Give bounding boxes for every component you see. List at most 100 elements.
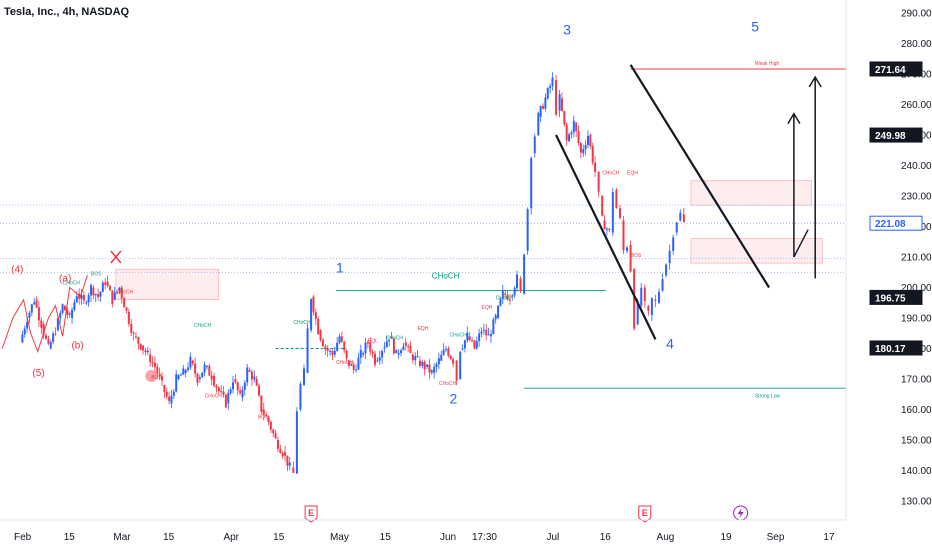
candle <box>433 363 436 379</box>
candle-body <box>497 305 500 318</box>
candle <box>530 156 533 215</box>
candle-body <box>326 348 329 351</box>
candle <box>549 83 552 94</box>
candle <box>364 337 367 360</box>
candle <box>499 297 502 307</box>
candle <box>402 343 405 351</box>
candle-body <box>97 294 100 298</box>
candle-body <box>643 287 646 302</box>
candle-body <box>466 332 469 341</box>
candle <box>350 362 353 367</box>
candle <box>551 72 554 91</box>
candle-body <box>255 379 258 386</box>
candle-body <box>106 281 109 286</box>
candle-body <box>137 337 140 344</box>
candle <box>643 284 646 308</box>
candle <box>179 372 182 376</box>
candle <box>468 332 471 342</box>
candle-body <box>184 369 187 373</box>
price-tag-text: 196.75 <box>875 293 906 304</box>
candle-body <box>501 290 504 299</box>
candle <box>68 311 71 318</box>
candle <box>113 286 116 301</box>
elliott-zigzag-left <box>1 275 88 354</box>
candle-body <box>601 196 604 216</box>
candle <box>418 356 421 368</box>
candle-body <box>142 345 145 351</box>
candle <box>555 75 558 117</box>
candle-body <box>175 374 178 392</box>
candle <box>511 294 514 301</box>
candle-body <box>633 269 636 329</box>
candle-body <box>61 304 64 313</box>
candle <box>236 381 239 396</box>
candle-body <box>52 333 55 342</box>
candle <box>146 347 149 355</box>
candle <box>52 331 55 345</box>
candle-body <box>189 356 192 368</box>
candle <box>633 267 636 331</box>
x-tick-label: 15 <box>380 532 392 543</box>
candle-body <box>118 287 121 292</box>
price-tag-box <box>869 289 923 305</box>
candle-body <box>191 360 194 364</box>
candle-body <box>87 295 90 303</box>
price-tag: 271.64 <box>869 61 923 77</box>
candle-body <box>340 336 343 342</box>
candle <box>563 110 566 127</box>
candle-body <box>314 312 317 319</box>
candle-body <box>284 452 287 456</box>
candle-body <box>672 237 675 251</box>
candle <box>71 306 74 324</box>
candle-body <box>63 305 66 311</box>
candle-body <box>388 339 391 342</box>
projection-drop <box>793 229 809 258</box>
candle-body <box>575 122 578 132</box>
candle-body <box>161 376 163 381</box>
candle-body <box>165 391 168 397</box>
candle <box>352 361 355 374</box>
candle <box>336 336 339 352</box>
candle-body <box>220 391 223 393</box>
candle <box>374 350 376 368</box>
candle <box>539 105 542 123</box>
structure-annotation: EQH <box>627 171 638 177</box>
candle-body <box>485 329 488 336</box>
candle-body <box>516 274 518 289</box>
candle-body <box>310 299 313 331</box>
y-tick-label: 280.00 <box>901 39 932 50</box>
y-tick-label: 140.00 <box>901 466 932 477</box>
wave-label-left: (4) <box>11 264 23 275</box>
candle-body <box>132 332 135 334</box>
x-tick-label: Feb <box>14 532 32 543</box>
candle <box>570 130 573 139</box>
candle-body <box>400 350 403 354</box>
x-tick-label: Jul <box>547 532 560 543</box>
x-tick-label: Apr <box>223 532 239 543</box>
price-tag: 196.75 <box>869 289 923 305</box>
candle <box>274 429 277 440</box>
candle-body <box>213 375 216 386</box>
candle-body <box>511 295 514 297</box>
candle <box>272 428 275 438</box>
candle <box>473 339 476 350</box>
x-tick-label: 19 <box>720 532 732 543</box>
price-tag-box <box>869 127 923 143</box>
candle-body <box>577 131 580 144</box>
candle <box>177 374 180 381</box>
structure-annotation: Strong Low <box>755 393 781 399</box>
candle-body <box>144 350 147 353</box>
candle-body <box>494 315 497 320</box>
candle <box>668 244 671 270</box>
candle-body <box>80 295 83 299</box>
candle <box>654 294 657 308</box>
candle-body <box>508 299 511 301</box>
candle <box>587 130 589 148</box>
candle-body <box>618 208 621 218</box>
candle <box>49 339 52 350</box>
x-tick-label: Mar <box>113 532 131 543</box>
candle <box>189 352 192 371</box>
wave-label-left: (a) <box>59 273 71 284</box>
candle-body <box>66 310 69 315</box>
